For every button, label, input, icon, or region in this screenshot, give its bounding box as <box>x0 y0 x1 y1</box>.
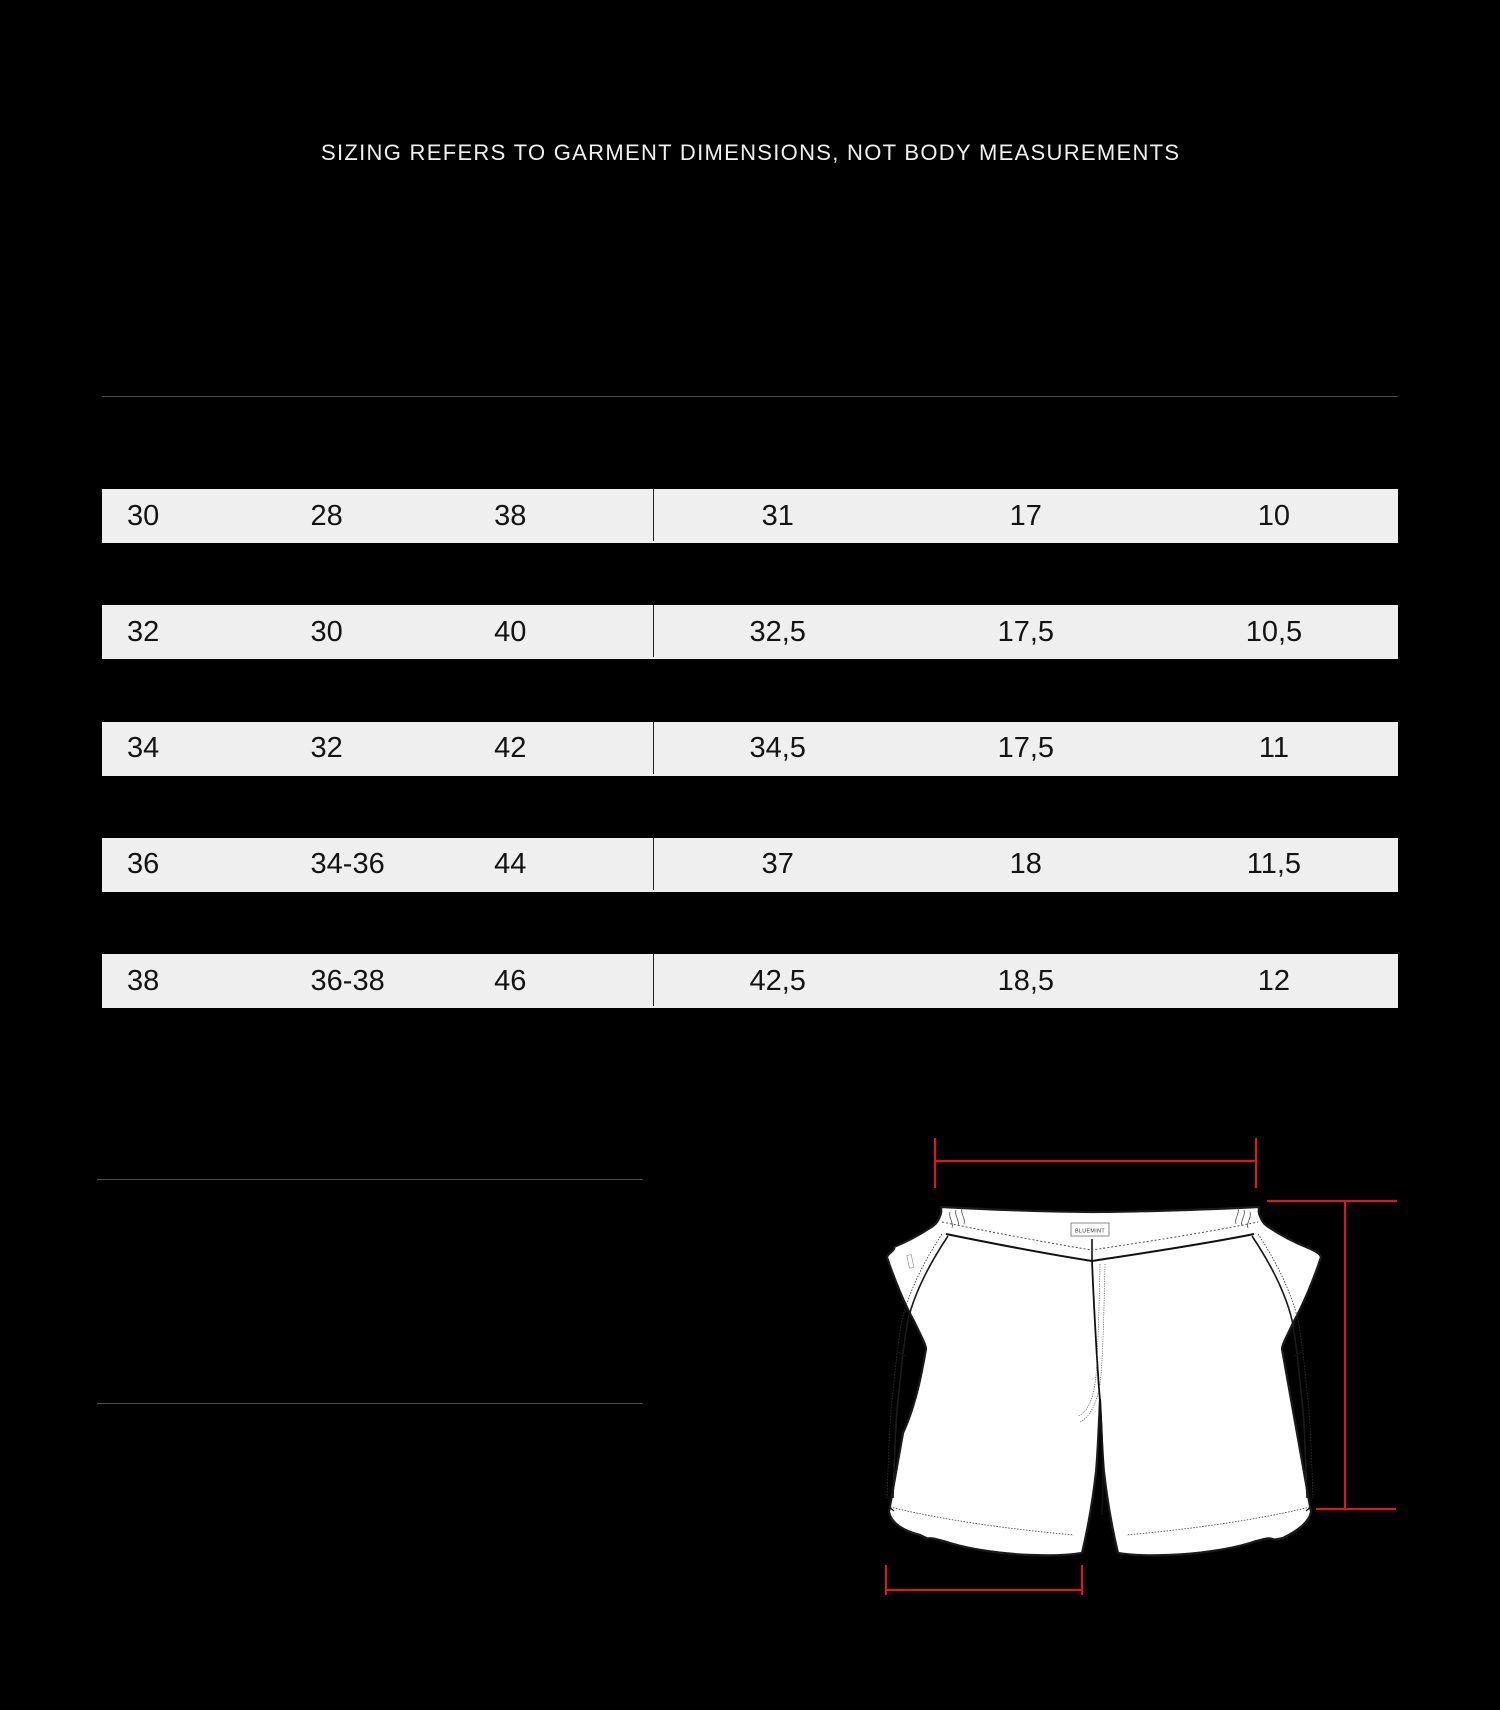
svg-text:BLUEMINT: BLUEMINT <box>1075 1229 1105 1235</box>
